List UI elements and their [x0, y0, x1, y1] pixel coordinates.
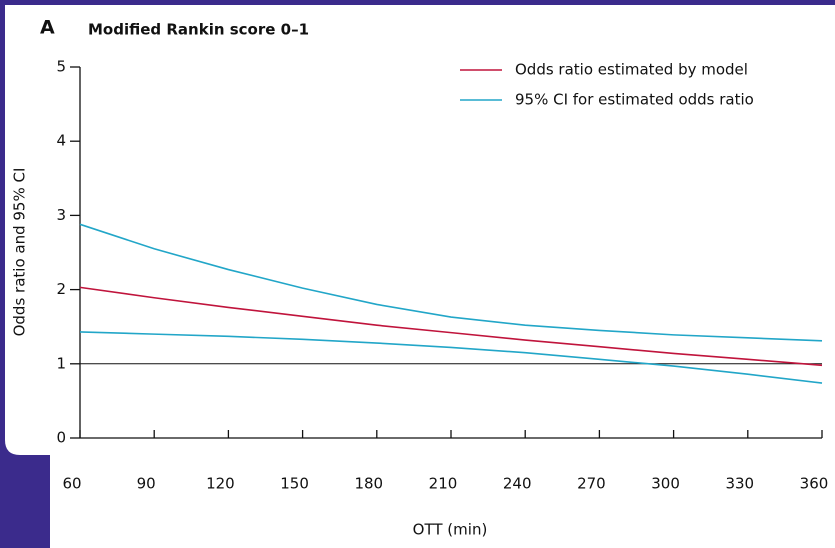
line: [79, 331, 823, 384]
panel-label: A: [40, 17, 55, 39]
x-tick-label: 90: [137, 475, 156, 493]
chart-title: Modified Rankin score 0–1: [88, 21, 309, 39]
x-axis-label: OTT (min): [413, 521, 488, 539]
y-tick-label: 1: [56, 354, 66, 372]
x-tick-label: 360: [800, 475, 829, 493]
y-axis-label: Odds ratio and 95% CI: [11, 168, 29, 337]
y-tick-label: 5: [56, 58, 66, 76]
x-tick-label: 210: [429, 475, 458, 493]
x-tick-label: 330: [725, 475, 754, 493]
x-tick-label: 180: [354, 475, 383, 493]
y-tick-label: 2: [56, 280, 66, 298]
x-tick-label: 240: [503, 475, 532, 493]
y-tick-label: 4: [56, 132, 66, 150]
x-tick-label: 270: [577, 475, 606, 493]
plot-panel: [5, 5, 835, 455]
legend-label: 95% CI for estimated odds ratio: [515, 91, 754, 109]
legend-label: Odds ratio estimated by model: [515, 61, 748, 79]
x-tick-label: 60: [62, 475, 81, 493]
line: [79, 286, 823, 367]
axis-panel: [50, 455, 835, 548]
y-tick-label: 3: [56, 206, 66, 224]
x-tick-label: 120: [206, 475, 235, 493]
line: [79, 223, 823, 342]
y-tick-label: 0: [56, 429, 66, 447]
x-tick-label: 150: [280, 475, 309, 493]
x-tick-label: 300: [651, 475, 680, 493]
